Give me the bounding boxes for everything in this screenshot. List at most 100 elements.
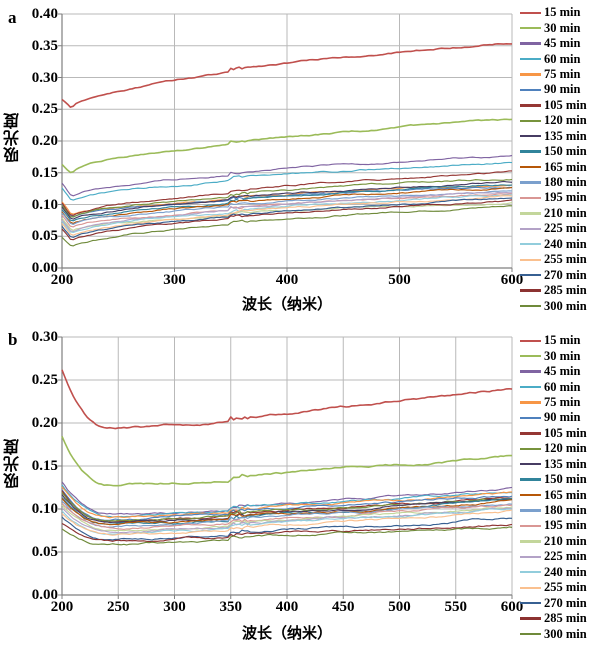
legend-label: 180 min <box>544 175 587 190</box>
legend-label: 255 min <box>544 252 587 267</box>
legend-item: 195 min <box>520 190 600 205</box>
series-line-225-min <box>61 191 513 233</box>
series-line-15-min <box>61 42 513 108</box>
legend-label: 120 min <box>544 441 587 456</box>
y-tick-label: 0.35 <box>31 37 58 54</box>
x-tick-label: 300 <box>163 599 186 615</box>
panel-b-label: b <box>8 330 18 349</box>
x-tick-label: 600 <box>500 599 524 615</box>
legend-label: 135 min <box>544 128 587 143</box>
legend-label: 105 min <box>544 97 587 112</box>
legend-item: 255 min <box>520 580 600 595</box>
legend-label: 195 min <box>544 518 587 533</box>
legend-label: 300 min <box>544 626 587 641</box>
series-line-135-min <box>61 494 513 524</box>
legend-item: 150 min <box>520 472 600 487</box>
legend-label: 225 min <box>544 221 587 236</box>
x-tick-label: 450 <box>332 599 355 615</box>
legend-label: 45 min <box>544 36 581 51</box>
legend-item: 90 min <box>520 82 600 97</box>
legend-line-swatch <box>520 135 541 138</box>
legend-item: 105 min <box>520 426 600 441</box>
series-line-255-min <box>61 509 513 536</box>
legend-line-swatch <box>520 289 541 292</box>
legend-line-swatch <box>520 540 541 543</box>
legend-line-swatch <box>520 586 541 589</box>
legend-label: 285 min <box>544 611 587 626</box>
panel-a-legend: 15 min 30 min 45 min 60 min 75 min 90 min 105 … <box>520 5 600 314</box>
legend-label: 30 min <box>544 348 581 363</box>
legend-label: 150 min <box>544 144 587 159</box>
legend-line-swatch <box>520 11 541 14</box>
y-tick-label: 0.30 <box>31 69 58 86</box>
legend-label: 270 min <box>544 267 587 282</box>
y-tick-label: 0.30 <box>31 329 58 345</box>
series-line-255-min <box>61 195 513 236</box>
legend-item: 15 min <box>520 333 600 348</box>
series-line-45-min <box>61 154 513 197</box>
legend-label: 105 min <box>544 425 587 440</box>
legend-item: 255 min <box>520 252 600 267</box>
y-tick-label: 0.15 <box>31 458 58 474</box>
legend-item: 270 min <box>520 267 600 282</box>
legend-label: 90 min <box>544 410 581 425</box>
y-tick-label: 0.20 <box>31 133 58 149</box>
legend-item: 210 min <box>520 206 600 221</box>
legend-line-swatch <box>520 212 541 215</box>
x-tick-label: 300 <box>163 272 186 288</box>
x-tick-label: 500 <box>388 599 411 615</box>
legend-label: 270 min <box>544 595 587 610</box>
legend-item: 240 min <box>520 565 600 580</box>
legend-item: 15 min <box>520 5 600 20</box>
legend-item: 180 min <box>520 503 600 518</box>
legend-label: 150 min <box>544 472 587 487</box>
legend-label: 240 min <box>544 564 587 579</box>
panel-b-plot-area <box>58 336 513 599</box>
legend-line-swatch <box>520 150 541 153</box>
legend-label: 240 min <box>544 236 587 251</box>
legend-line-swatch <box>520 524 541 528</box>
y-tick-label: 0.20 <box>31 415 58 431</box>
legend-item: 135 min <box>520 129 600 144</box>
y-tick-label: 0.05 <box>31 228 58 245</box>
y-tick-label: 0.00 <box>31 260 58 276</box>
legend-label: 45 min <box>544 364 581 379</box>
legend-label: 60 min <box>544 379 581 394</box>
series-line-105-min <box>61 170 513 216</box>
legend-line-swatch <box>520 119 541 122</box>
legend-label: 210 min <box>544 533 587 548</box>
legend-line-swatch <box>520 73 541 76</box>
legend-line-swatch <box>520 617 541 620</box>
legend-label: 165 min <box>544 487 587 502</box>
panel-b: b 吸光度 0.30 0.25 0.20 0.15 0.10 0.05 0.00 200 25… <box>0 326 600 650</box>
panel-b-x-axis-title: 波长（纳米） <box>241 626 332 642</box>
legend-item: 285 min <box>520 611 600 626</box>
legend-label: 255 min <box>544 580 587 595</box>
series-line-285-min <box>61 199 513 241</box>
legend-line-swatch <box>520 509 541 512</box>
legend-item: 165 min <box>520 159 600 174</box>
legend-item: 300 min <box>520 626 600 641</box>
legend-line-swatch <box>520 104 541 107</box>
legend-line-swatch <box>520 243 541 246</box>
legend-line-swatch <box>520 26 541 30</box>
legend-item: 30 min <box>520 20 600 35</box>
legend-item: 300 min <box>520 298 600 313</box>
series-line-15-min <box>61 369 513 430</box>
legend-item: 285 min <box>520 283 600 298</box>
y-tick-label: 0.15 <box>31 164 58 181</box>
legend-line-swatch <box>520 401 541 404</box>
legend-item: 240 min <box>520 237 600 252</box>
x-tick-label: 400 <box>275 599 299 615</box>
legend-line-swatch <box>520 339 541 342</box>
legend-item: 105 min <box>520 98 600 113</box>
legend-item: 60 min <box>520 51 600 66</box>
x-tick-label: 350 <box>219 599 243 615</box>
series-line-75-min <box>61 486 513 519</box>
legend-line-swatch <box>520 463 541 466</box>
x-tick-label: 250 <box>107 599 130 615</box>
y-tick-label: 0.25 <box>31 372 58 388</box>
legend-label: 30 min <box>544 20 581 35</box>
y-tick-label: 0.05 <box>31 544 58 560</box>
